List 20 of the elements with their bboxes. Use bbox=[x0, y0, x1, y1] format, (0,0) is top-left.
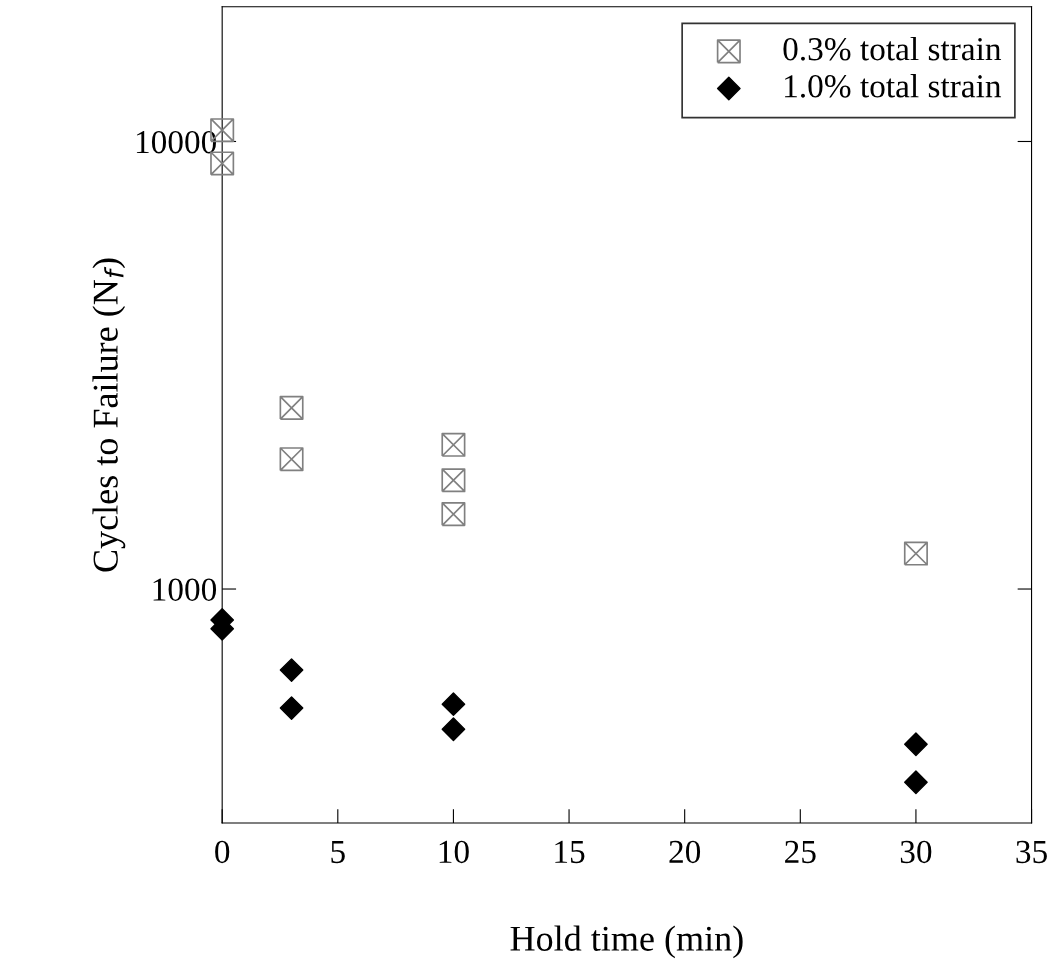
point bbox=[904, 770, 928, 795]
legend-label: 1.0% total strain bbox=[785, 74, 1002, 98]
x-tick-label: 35 bbox=[1016, 840, 1047, 864]
x-tick-label: 0 bbox=[215, 840, 230, 864]
x-tick-label: 20 bbox=[669, 840, 701, 864]
point bbox=[279, 658, 304, 682]
point bbox=[441, 692, 466, 717]
y-tick-label: 1000 bbox=[153, 578, 217, 601]
x-tick-label: 5 bbox=[331, 841, 345, 864]
x-tick-label: 10 bbox=[439, 840, 469, 864]
point bbox=[441, 717, 466, 742]
x-tick-label: 25 bbox=[785, 840, 816, 864]
point bbox=[279, 696, 304, 720]
x-axis-title: Hold time (min) bbox=[510, 925, 743, 959]
legend-label: 0.3% total strain bbox=[783, 36, 1002, 61]
point bbox=[904, 732, 928, 757]
y-tick-label: 10000 bbox=[136, 130, 217, 154]
x-tick-label: 15 bbox=[555, 840, 585, 864]
x-tick-label: 30 bbox=[900, 840, 932, 864]
y-axis-title: Cycles to Failure (N$_{f}$) bbox=[92, 258, 126, 572]
